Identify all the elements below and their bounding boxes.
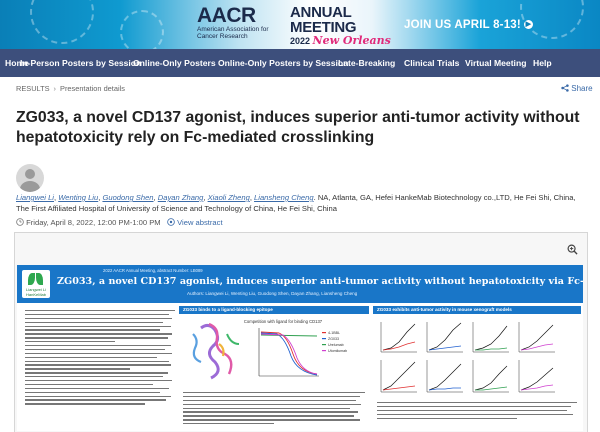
avatar-head [25, 169, 35, 179]
presentation-meta: Friday, April 8, 2022, 12:00 PM-1:00 PM … [16, 218, 223, 228]
nav-item-online-only-posters[interactable]: Online-Only Posters [133, 58, 216, 68]
legend-entry: Utomilumab [328, 349, 347, 353]
breadcrumb: RESULTS › Presentation details [16, 83, 125, 95]
logo-leaf [36, 273, 43, 285]
nav-item-clinical-trials[interactable]: Clinical Trials [404, 58, 460, 68]
event-line2: MEETING [290, 19, 357, 36]
poster-section-header: ZG033 exhibits anti-tumor activity in mo… [373, 306, 581, 314]
poster-meeting-line: 2022 AACR Annual Meeting, abstract Numbe… [103, 268, 203, 273]
legend-entry: Urelumab [328, 343, 344, 347]
legend-entry: ZG033 [328, 337, 339, 341]
chevron-right-icon: ▶ [523, 20, 533, 30]
aacr-logo: AACR American Association for Cancer Res… [197, 4, 289, 44]
event-year: 2022 [290, 36, 311, 46]
poster-figure-binding: Competition with ligand for binding CD13… [192, 319, 347, 380]
share-label: Share [571, 84, 593, 93]
poster-title: ZG033, a novel CD137 agonist, induces su… [57, 276, 583, 287]
protein-structure-figure [192, 322, 240, 380]
author-link[interactable]: Dayan Zhang [157, 193, 204, 202]
event-line1: ANNUAL [290, 4, 352, 21]
presentation-datetime: Friday, April 8, 2022, 12:00 PM-1:00 PM [26, 218, 161, 227]
legend-entry: 4-1BBL [328, 331, 340, 335]
author-link[interactable]: Liansheng Cheng [254, 193, 314, 202]
zoom-in-icon[interactable] [567, 244, 578, 255]
clock-icon [16, 218, 24, 226]
poster-column-binding: ZG033 binds to a ligand-blocking epitope… [179, 306, 369, 431]
affiliations: . NA, Atlanta, GA, Hefei HankeMab Biotec… [16, 193, 576, 213]
hankemab-logo: Liangwei Li HanKeMab [22, 270, 50, 298]
binding-competition-chart: Competition with ligand for binding CD13… [244, 319, 347, 377]
author-link[interactable]: Wenting Liu [58, 193, 99, 202]
poster-header: Liangwei Li HanKeMab 2022 AACR Annual Me… [17, 265, 583, 303]
chevron-right-icon: › [53, 84, 57, 93]
eye-icon [167, 218, 175, 226]
presentation-title: ZG033, a novel CD137 agonist, induces su… [16, 109, 580, 146]
breadcrumb-current: Presentation details [60, 84, 125, 93]
tumor-growth-charts [380, 322, 555, 393]
author-list: Liangwei Li, Wenting Liu, Guodong Shen, … [16, 193, 576, 213]
share-button[interactable]: Share [561, 83, 593, 95]
main-nav: Home In-Person Posters by Session Online… [0, 49, 600, 77]
view-abstract-link[interactable]: View abstract [167, 218, 223, 227]
conference-banner[interactable]: AACR American Association for Cancer Res… [0, 0, 600, 49]
chart-title: Competition with ligand for binding CD13… [244, 319, 323, 324]
event-year-city: 2022 New Orleans [290, 35, 402, 47]
join-us-cta-label: JOIN US APRIL 8-13! [404, 19, 521, 31]
annual-meeting-logo: ANNUAL MEETING 2022 New Orleans [290, 5, 402, 47]
banner-decoration [120, 10, 164, 49]
nav-item-virtual-meeting[interactable]: Virtual Meeting [465, 58, 527, 68]
logo-leaf [28, 273, 35, 285]
view-abstract-label: View abstract [177, 218, 223, 227]
aacr-org-name: American Association for Cancer Research [197, 26, 269, 40]
nav-item-late-breaking[interactable]: Late-Breaking [338, 58, 396, 68]
poster-image[interactable]: Liangwei Li HanKeMab 2022 AACR Annual Me… [17, 265, 583, 431]
banner-decoration [30, 0, 94, 44]
poster-caption-text [183, 392, 365, 427]
event-city: New Orleans [312, 34, 391, 47]
nav-item-online-only-posters-by-session[interactable]: Online-Only Posters by Session [218, 58, 349, 68]
breadcrumb-results-link[interactable]: RESULTS [16, 84, 50, 93]
poster-caption-text [377, 402, 577, 421]
poster-figure-xenograft [380, 322, 555, 393]
poster-logo-text: Liangwei Li HanKeMab [25, 287, 46, 297]
nav-item-in-person-posters-by-session[interactable]: In-Person Posters by Session [20, 58, 142, 68]
poster-column-intro [21, 306, 176, 431]
poster-column-xenograft: ZG033 exhibits anti-tumor activity in mo… [373, 306, 581, 431]
author-link[interactable]: Xiaoli Zheng [207, 193, 250, 202]
avatar-body [20, 181, 40, 192]
join-us-cta[interactable]: JOIN US APRIL 8-13! ▶ [404, 13, 600, 37]
nav-item-home[interactable]: Home [5, 58, 29, 68]
author-link[interactable]: Liangwei Li [16, 193, 54, 202]
poster-body-text [25, 310, 175, 407]
share-icon [561, 84, 569, 92]
nav-item-help[interactable]: Help [533, 58, 552, 68]
aacr-logo-text: AACR [197, 4, 256, 27]
poster-authors: Authors: Liangwei Li, Wenting Liu, Guodo… [187, 291, 358, 296]
author-link[interactable]: Guodong Shen [102, 193, 154, 202]
poster-section-header: ZG033 binds to a ligand-blocking epitope [179, 306, 369, 314]
avatar [16, 164, 44, 192]
